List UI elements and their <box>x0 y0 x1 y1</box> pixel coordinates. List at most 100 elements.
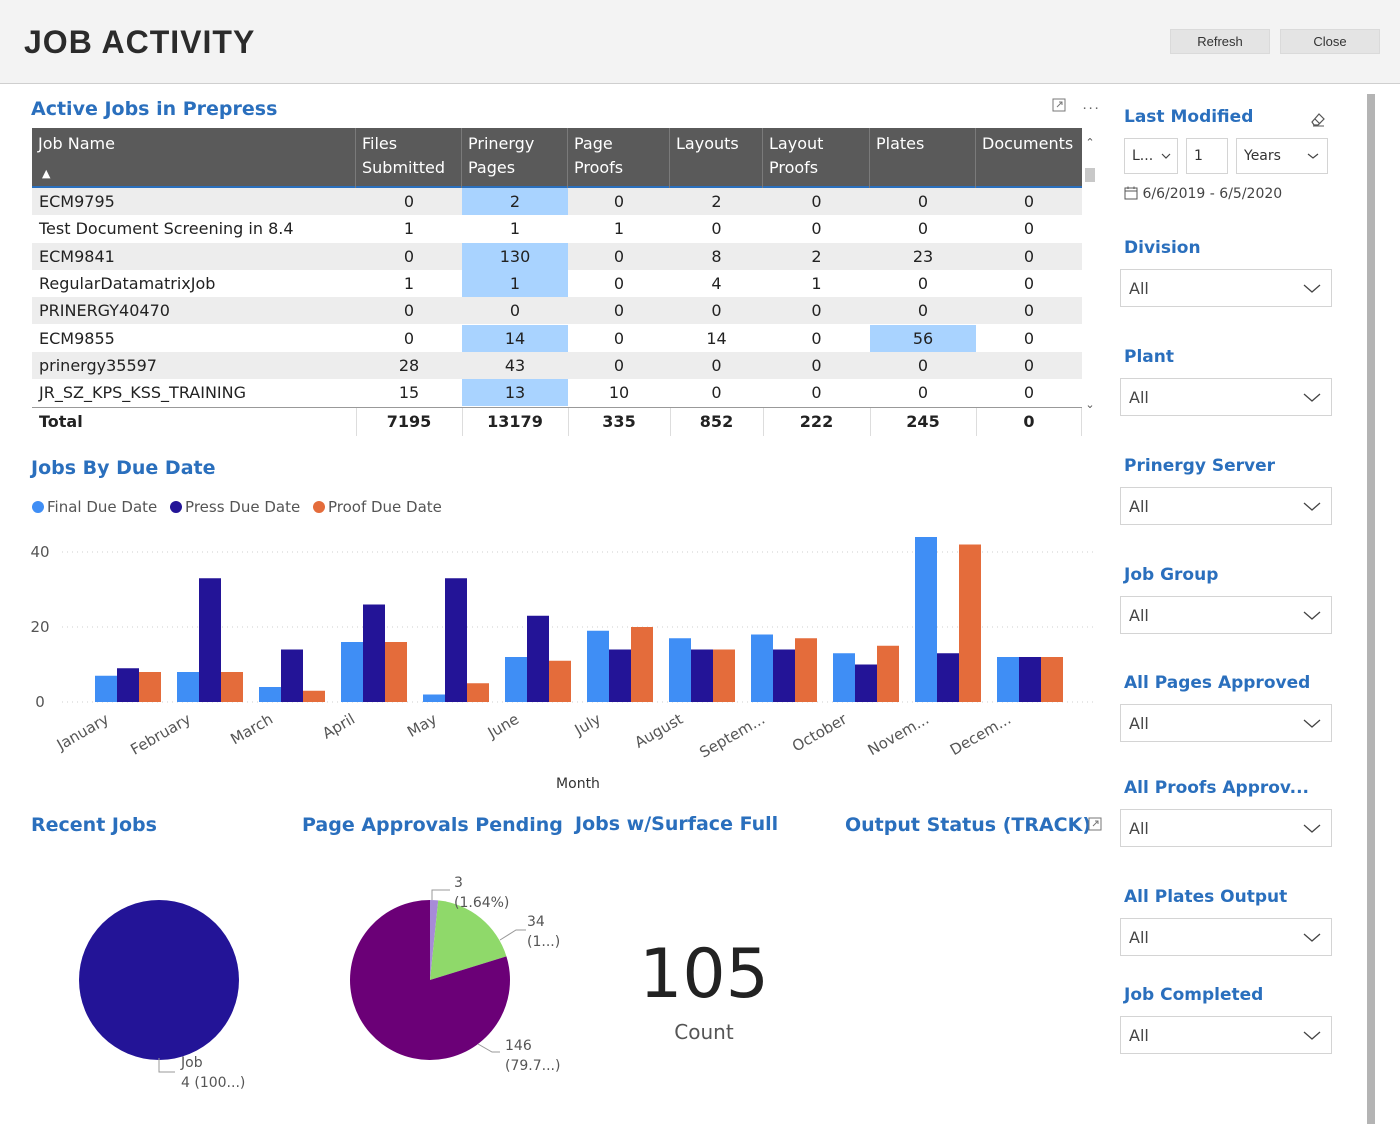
total-cell: 245 <box>906 412 940 432</box>
pie-slice[interactable] <box>350 900 510 1060</box>
scroll-down-icon[interactable]: ⌄ <box>1085 399 1095 411</box>
focus-mode-icon[interactable] <box>1052 98 1068 112</box>
bar-press-due-date-may[interactable] <box>445 578 467 702</box>
bar-final-due-date-december[interactable] <box>997 657 1019 702</box>
table-scrollbar[interactable]: ⌃ ⌄ <box>1083 136 1097 414</box>
bar-final-due-date-august[interactable] <box>669 638 691 702</box>
close-button[interactable]: Close <box>1280 29 1380 54</box>
legend-dot-icon <box>32 501 44 513</box>
table-row[interactable]: PRINERGY40470 0 0 0 0 0 0 0 <box>32 297 1082 325</box>
col-header-documents[interactable]: Documents <box>982 134 1074 153</box>
table-cell: 2 <box>462 188 568 216</box>
x-tick-label: January <box>53 710 112 755</box>
refresh-button[interactable]: Refresh <box>1170 29 1270 54</box>
scroll-up-icon[interactable]: ⌃ <box>1085 137 1095 149</box>
col-header-plates[interactable]: Plates <box>870 128 976 188</box>
bar-final-due-date-october[interactable] <box>833 653 855 702</box>
bar-proof-due-date-march[interactable] <box>303 690 325 702</box>
col-header-layout-proofs[interactable]: Layout Proofs <box>763 128 870 188</box>
col-header-files-submitted[interactable]: Files Submitted <box>356 128 462 188</box>
legend-item-proof[interactable]: Proof Due Date <box>312 498 442 516</box>
table-row[interactable]: prinergy35597 28 43 0 0 0 0 0 <box>32 351 1082 380</box>
bar-proof-due-date-january[interactable] <box>139 672 161 702</box>
table-row[interactable]: ECM9841 0 130 0 8 2 23 0 <box>32 242 1082 270</box>
col-header-prinergy-pages[interactable]: Prinergy Pages <box>462 128 568 188</box>
table-row[interactable]: Test Document Screening in 8.4 1 1 1 0 0 0 0 <box>32 215 1082 242</box>
cell-job-name: PRINERGY40470 <box>39 301 170 321</box>
bar-press-due-date-november[interactable] <box>937 653 959 702</box>
slicer-dropdown[interactable]: All <box>1120 378 1332 416</box>
slicer-title: Prinergy Server <box>1124 456 1276 476</box>
total-cell: 222 <box>799 412 834 432</box>
column-divider <box>670 408 671 437</box>
table-row[interactable]: RegularDatamatrixJob 1 1 0 4 1 0 0 <box>32 269 1082 298</box>
bar-final-due-date-march[interactable] <box>259 687 281 702</box>
bar-press-due-date-april[interactable] <box>363 604 385 703</box>
legend-item-final[interactable]: Final Due Date <box>32 498 157 516</box>
col-header-job-name[interactable]: Job Name ▲ <box>32 128 356 188</box>
focus-mode-icon[interactable] <box>1088 817 1102 836</box>
y-tick-label: 0 <box>35 693 45 711</box>
page-scrollbar[interactable] <box>1367 94 1375 1124</box>
col-header-layouts[interactable]: Layouts <box>670 128 763 188</box>
bar-proof-due-date-november[interactable] <box>959 544 981 703</box>
last-modified-unit-select[interactable]: Years <box>1236 138 1328 174</box>
slicer-dropdown[interactable]: All <box>1120 704 1332 742</box>
bar-proof-due-date-october[interactable] <box>877 645 899 702</box>
bar-press-due-date-july[interactable] <box>609 649 631 703</box>
slicer-dropdown[interactable]: All <box>1120 809 1332 847</box>
bar-final-due-date-may[interactable] <box>423 694 445 703</box>
slicer-dropdown[interactable]: All <box>1120 1016 1332 1054</box>
cell-job-name: ECM9795 <box>39 192 115 211</box>
column-divider <box>763 408 764 437</box>
bar-press-due-date-january[interactable] <box>117 668 139 702</box>
bar-press-due-date-december[interactable] <box>1019 657 1041 702</box>
table-cell: 1 <box>462 269 568 298</box>
bar-proof-due-date-february[interactable] <box>221 672 243 702</box>
more-options-icon[interactable]: ··· <box>1082 99 1101 116</box>
table-row[interactable]: ECM9795 0 2 0 2 0 0 0 <box>32 188 1082 216</box>
bar-proof-due-date-june[interactable] <box>549 660 571 702</box>
slicer-title: All Plates Output <box>1124 887 1288 907</box>
bar-final-due-date-september[interactable] <box>751 634 773 703</box>
bar-final-due-date-january[interactable] <box>95 675 117 702</box>
bar-press-due-date-october[interactable] <box>855 664 877 703</box>
bar-press-due-date-august[interactable] <box>691 649 713 703</box>
bar-proof-due-date-may[interactable] <box>467 683 489 702</box>
last-modified-count-input[interactable]: 1 <box>1186 138 1228 174</box>
table-cell: 130 <box>462 242 568 270</box>
bar-proof-due-date-april[interactable] <box>385 642 407 702</box>
bar-final-due-date-november[interactable] <box>915 537 937 702</box>
scroll-thumb[interactable] <box>1085 168 1095 182</box>
slicer-dropdown[interactable]: All <box>1120 918 1332 956</box>
bar-proof-due-date-july[interactable] <box>631 627 653 702</box>
bar-proof-due-date-august[interactable] <box>713 649 735 703</box>
eraser-icon[interactable] <box>1309 110 1327 133</box>
bar-press-due-date-february[interactable] <box>199 578 221 702</box>
bar-final-due-date-june[interactable] <box>505 657 527 702</box>
bar-press-due-date-june[interactable] <box>527 615 549 702</box>
table-row[interactable]: JR_SZ_KPS_KSS_TRAINING 15 13 10 0 0 0 0 <box>32 379 1082 407</box>
table-cell: 0 <box>917 273 929 293</box>
total-cell: 7195 <box>386 412 432 432</box>
slicer-dropdown[interactable]: All <box>1120 596 1332 634</box>
bar-proof-due-date-december[interactable] <box>1041 657 1063 702</box>
visual-toolbar: ··· <box>1052 98 1100 116</box>
bar-proof-due-date-september[interactable] <box>795 638 817 702</box>
bar-press-due-date-september[interactable] <box>773 649 795 703</box>
legend-item-press[interactable]: Press Due Date <box>170 498 300 516</box>
bar-final-due-date-july[interactable] <box>587 630 609 702</box>
bar-final-due-date-april[interactable] <box>341 642 363 702</box>
table-cell: 4 <box>711 273 722 293</box>
pie-slice[interactable] <box>430 900 507 980</box>
pie-slice-job[interactable] <box>79 900 239 1060</box>
table-row[interactable]: ECM9855 0 14 0 14 0 56 0 <box>32 324 1082 352</box>
col-header-page-proofs[interactable]: Page Proofs <box>568 128 670 188</box>
table-cell: 14 <box>706 328 727 348</box>
bar-press-due-date-march[interactable] <box>281 649 303 703</box>
last-modified-period-select[interactable]: L... <box>1124 138 1178 174</box>
pie-slice[interactable] <box>430 900 439 980</box>
slicer-dropdown[interactable]: All <box>1120 269 1332 307</box>
bar-final-due-date-february[interactable] <box>177 672 199 702</box>
slicer-dropdown[interactable]: All <box>1120 487 1332 525</box>
